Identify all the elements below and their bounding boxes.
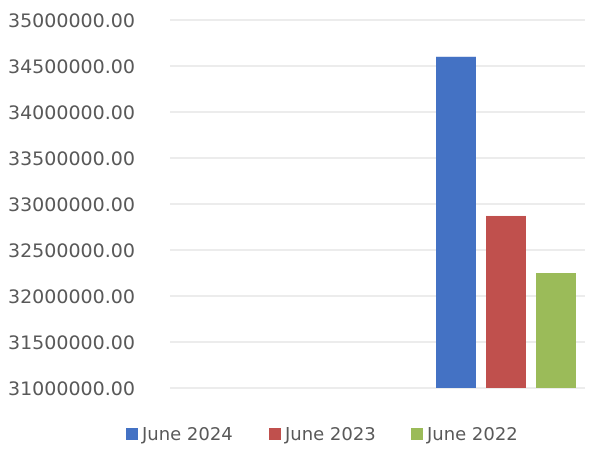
bar-june-2022 [536,273,576,388]
y-tick-label: 35000000.00 [8,10,135,32]
legend: June 2024 June 2023 June 2022 [126,424,518,445]
legend-swatch [269,428,281,440]
legend-label: June 2022 [426,424,518,445]
legend-label: June 2024 [141,424,233,445]
legend-label: June 2023 [284,424,376,445]
y-tick-label: 32500000.00 [8,240,135,262]
gridlines [170,19,585,389]
y-tick-label: 33000000.00 [8,194,135,216]
y-tick-label: 34000000.00 [8,102,135,124]
bar-june-2023 [486,215,526,388]
bar-june-2024 [436,56,476,389]
y-tick-label: 31500000.00 [8,332,135,354]
bars [436,56,576,389]
y-tick-label: 33500000.00 [8,148,135,170]
y-tick-label: 32000000.00 [8,286,135,308]
y-axis-tick-labels: 31000000.00 31500000.00 32000000.00 3250000… [8,10,135,400]
legend-swatch [411,428,423,440]
legend-swatch [126,428,138,440]
y-tick-label: 31000000.00 [8,378,135,400]
y-tick-label: 34500000.00 [8,56,135,78]
